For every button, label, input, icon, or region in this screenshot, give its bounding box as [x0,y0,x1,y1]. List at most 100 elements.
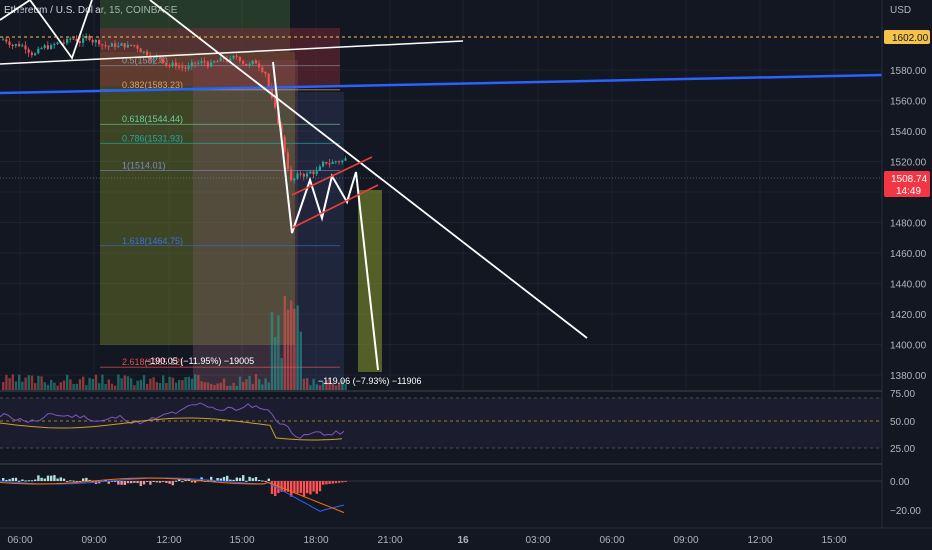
volume-bar [181,380,184,390]
trendlines[interactable] [0,0,883,371]
candle-body [245,63,248,66]
macd-histogram-bar [59,477,62,481]
forecast-blue-zone[interactable] [298,92,344,392]
alert-price-tag[interactable] [884,30,930,44]
candle-body [14,44,17,46]
time-tick-label: 15:00 [821,535,846,546]
macd-histogram-bar [72,480,75,482]
candle-body [190,62,193,67]
time-axis[interactable] [0,528,932,550]
volume-bar [283,295,286,390]
candle-body [149,55,152,61]
fib-level-label: 0.5(1582.8) [122,56,168,66]
fib-level-label: 0.382(1583.23) [122,80,183,90]
volume-bar [178,380,181,390]
drawings-layer[interactable] [100,0,382,392]
macd-histogram-bar [37,475,40,481]
descending-trendline[interactable] [149,0,588,339]
candle-body [91,40,94,43]
candle-body [152,58,155,61]
candle-body [267,73,270,88]
volume-bar [280,357,283,390]
price-axis[interactable] [882,0,932,528]
macd-histogram-bar [75,481,78,483]
candle-body [238,56,241,62]
volume-bar [66,374,69,390]
price-tick-label: 1540.00 [890,127,927,138]
volume-bar [296,305,299,390]
volume-bar [165,383,168,390]
upper-green-zone[interactable] [100,0,290,52]
alert-price-tag-text: 1602.00 [892,33,929,44]
macd-histogram-bar [283,481,286,492]
macd-histogram-bar [133,481,136,483]
candle-body [94,39,97,43]
macd-histogram-bar [30,480,34,482]
volume-bar [69,379,72,390]
price-tick-label: 1520.00 [890,158,927,169]
short-position-zone[interactable] [193,60,298,390]
volume-bar [226,385,229,390]
macd-histogram-bar [213,480,216,482]
volume-bar [206,382,210,390]
rsi-pane [0,391,882,464]
volume-bar [293,308,296,390]
volume-bar [91,378,94,390]
volume-bar [318,385,322,390]
candle-body [168,64,171,66]
macd-histogram-bar [142,481,146,485]
volume-bar [142,375,146,390]
macd-histogram-bar [174,480,178,482]
candle-body [120,43,123,46]
volume-bar [11,374,14,390]
volume-bar [149,378,152,390]
volume-bar [187,376,190,390]
candle-body [117,45,120,47]
volume-bar [139,379,142,390]
macd-histogram-bar [24,480,27,482]
macd-histogram-bar [184,479,187,481]
macd-histogram-bar [171,481,174,486]
candle-body [194,62,197,64]
macd-histogram-bar [296,481,299,494]
long-position-zone[interactable] [100,52,295,345]
channel-upper[interactable] [291,156,373,196]
candle-body [158,56,161,59]
blue-trendline[interactable] [0,73,883,95]
macd-histogram-bar [306,481,309,494]
grid [0,0,882,528]
channel-lower[interactable] [291,184,379,229]
volume-bar [203,382,206,390]
volume-bar [2,382,5,390]
symbol-title[interactable]: Ethereum / U.S. Dollar, 15, COINBASE [4,5,178,16]
candle-body [178,66,181,68]
macd-histogram-bar [162,481,165,483]
macd-histogram-bar [117,481,120,485]
candle-body [325,161,328,164]
candle-body [338,161,341,163]
volume-bar [24,377,27,390]
macd-histogram-bar [181,481,184,483]
macd-histogram-bar [18,480,21,482]
volume-bar [331,383,334,390]
volume-bar [299,331,302,390]
macd-histogram-bar [190,481,194,483]
macd-histogram-bar [309,481,312,495]
volume-bar [261,384,264,390]
candle-body [187,66,190,69]
rsi-ma-line [0,417,343,441]
volume-bar [152,377,155,390]
time-tick-label: 06:00 [7,535,32,546]
zigzag-pattern[interactable] [0,0,93,60]
volume-bar [184,377,187,390]
last-price-tag[interactable] [884,171,930,197]
macd-histogram-bar [318,481,322,492]
volume-bar [322,381,325,390]
macd-histogram-bar [130,481,133,484]
macd-histogram-bar [299,481,302,493]
volume-bar [8,378,11,390]
fib-retracement[interactable]: 0.5(1582.8) 0.382(1583.23) 0.618(1544.44) 0… [100,56,340,368]
upper-white-line[interactable] [0,40,464,65]
projected-path[interactable] [272,61,379,371]
